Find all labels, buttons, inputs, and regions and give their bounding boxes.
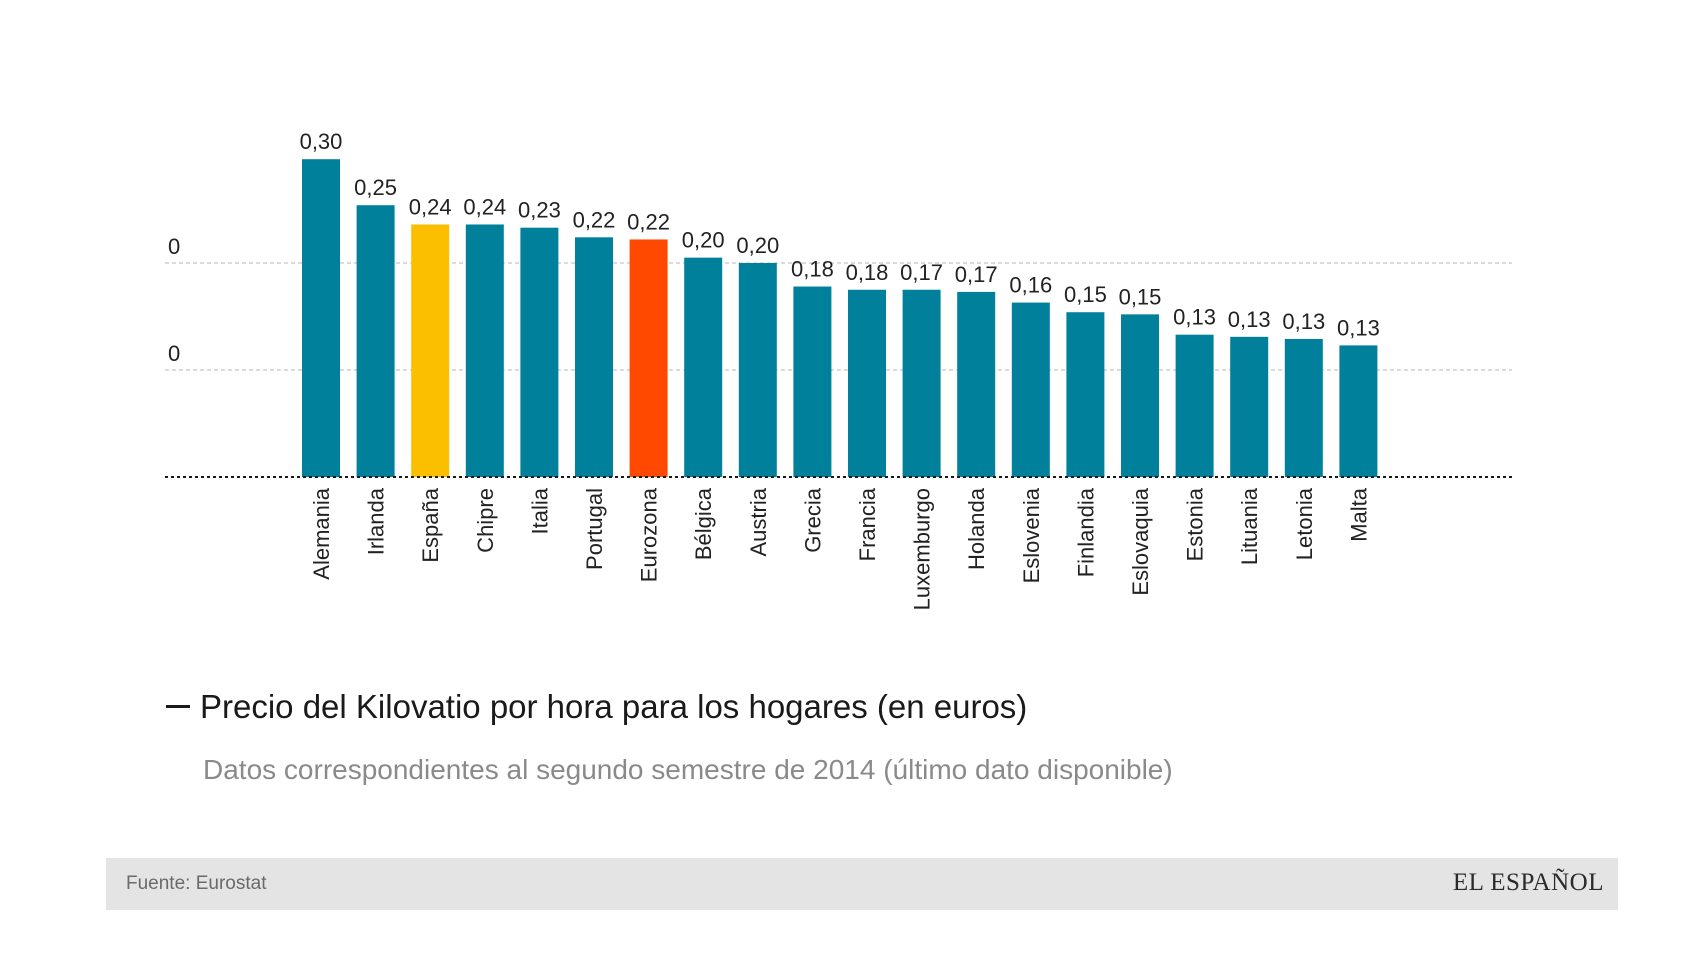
bar-value-label: 0,22 xyxy=(573,207,616,232)
x-tick-label: Malta xyxy=(1346,487,1371,542)
bar-value-label: 0,15 xyxy=(1064,282,1107,307)
bar-portugal xyxy=(575,237,613,477)
bar-chart: 0 0 0,30 Alemania 0,25 Irlanda 0,24 España 0,24… xyxy=(165,129,1512,610)
x-tick-label: Luxemburgo xyxy=(910,488,935,610)
bar-value-label: 0,18 xyxy=(846,260,889,285)
bar-malta xyxy=(1339,345,1378,477)
footer-source: Fuente: Eurostat xyxy=(126,873,267,894)
bar-italia xyxy=(520,227,559,477)
bar-holanda xyxy=(957,291,996,477)
x-tick-label: Holanda xyxy=(964,487,989,570)
bar-value-label: 0,24 xyxy=(409,194,452,219)
bar-estonia xyxy=(1175,334,1214,477)
bar-value-label: 0,22 xyxy=(627,209,670,234)
bars: 0,30 Alemania 0,25 Irlanda 0,24 España 0,24 Chi… xyxy=(300,129,1380,610)
bar-austria xyxy=(738,263,777,477)
chart-title-text: Precio del Kilovatio por hora para los h… xyxy=(200,688,1028,725)
bar-value-label: 0,23 xyxy=(518,198,561,223)
x-tick-label: Portugal xyxy=(582,488,607,570)
bar-irlanda xyxy=(356,205,395,477)
x-tick-label: Italia xyxy=(527,487,552,534)
bar-eslovaquia xyxy=(1121,314,1159,477)
y-tick-label: 0 xyxy=(168,234,180,259)
bar-value-label: 0,20 xyxy=(682,228,725,253)
x-tick-label: Eslovenia xyxy=(1019,487,1044,583)
bar-eurozona xyxy=(629,239,668,477)
y-tick-label: 0 xyxy=(168,341,180,366)
title-dash-icon xyxy=(166,704,190,708)
brand-logo: EL ESPAÑOL xyxy=(1452,869,1604,896)
bar-francia xyxy=(848,289,886,477)
bar-value-label: 0,30 xyxy=(300,129,343,154)
bar-value-label: 0,13 xyxy=(1282,309,1325,334)
x-tick-label: Alemania xyxy=(309,487,334,579)
footer-bar: Fuente: Eurostat EL ESPAÑOL xyxy=(106,858,1618,910)
bar-value-label: 0,25 xyxy=(354,175,397,200)
x-tick-label: Eslovaquia xyxy=(1128,487,1153,595)
bar-bélgica xyxy=(684,257,723,477)
x-tick-label: Austria xyxy=(746,487,771,556)
x-tick-label: Irlanda xyxy=(364,487,389,555)
x-tick-label: Grecia xyxy=(800,487,825,553)
bar-value-label: 0,13 xyxy=(1173,305,1216,330)
chart-title: Precio del Kilovatio por hora para los h… xyxy=(166,688,1027,726)
x-tick-label: Eurozona xyxy=(637,487,662,582)
bar-value-label: 0,17 xyxy=(900,260,943,285)
x-tick-label: Bélgica xyxy=(691,487,716,560)
x-tick-label: Chipre xyxy=(473,488,498,553)
bar-chipre xyxy=(465,224,504,477)
bar-finlandia xyxy=(1066,312,1105,477)
bar-value-label: 0,15 xyxy=(1119,284,1162,309)
bar-value-label: 0,20 xyxy=(736,233,779,258)
x-tick-label: Francia xyxy=(855,487,880,561)
x-tick-label: Letonia xyxy=(1292,487,1317,560)
bar-lituania xyxy=(1230,336,1269,477)
bar-value-label: 0,18 xyxy=(791,257,834,282)
bar-españa xyxy=(411,224,450,477)
x-tick-label: Finlandia xyxy=(1073,487,1098,577)
x-tick-label: España xyxy=(418,487,443,562)
bar-eslovenia xyxy=(1011,302,1050,477)
bar-luxemburgo xyxy=(902,289,941,477)
x-tick-label: Lituania xyxy=(1237,487,1262,565)
bar-value-label: 0,16 xyxy=(1009,273,1052,298)
bar-value-label: 0,13 xyxy=(1228,307,1271,332)
chart-subtitle: Datos correspondientes al segundo semest… xyxy=(203,754,1173,785)
bar-value-label: 0,13 xyxy=(1337,315,1380,340)
bar-letonia xyxy=(1284,338,1323,477)
bar-value-label: 0,17 xyxy=(955,262,998,287)
bar-grecia xyxy=(793,286,832,477)
x-tick-label: Estonia xyxy=(1183,487,1208,561)
bar-value-label: 0,24 xyxy=(463,194,506,219)
bar-alemania xyxy=(302,159,340,477)
